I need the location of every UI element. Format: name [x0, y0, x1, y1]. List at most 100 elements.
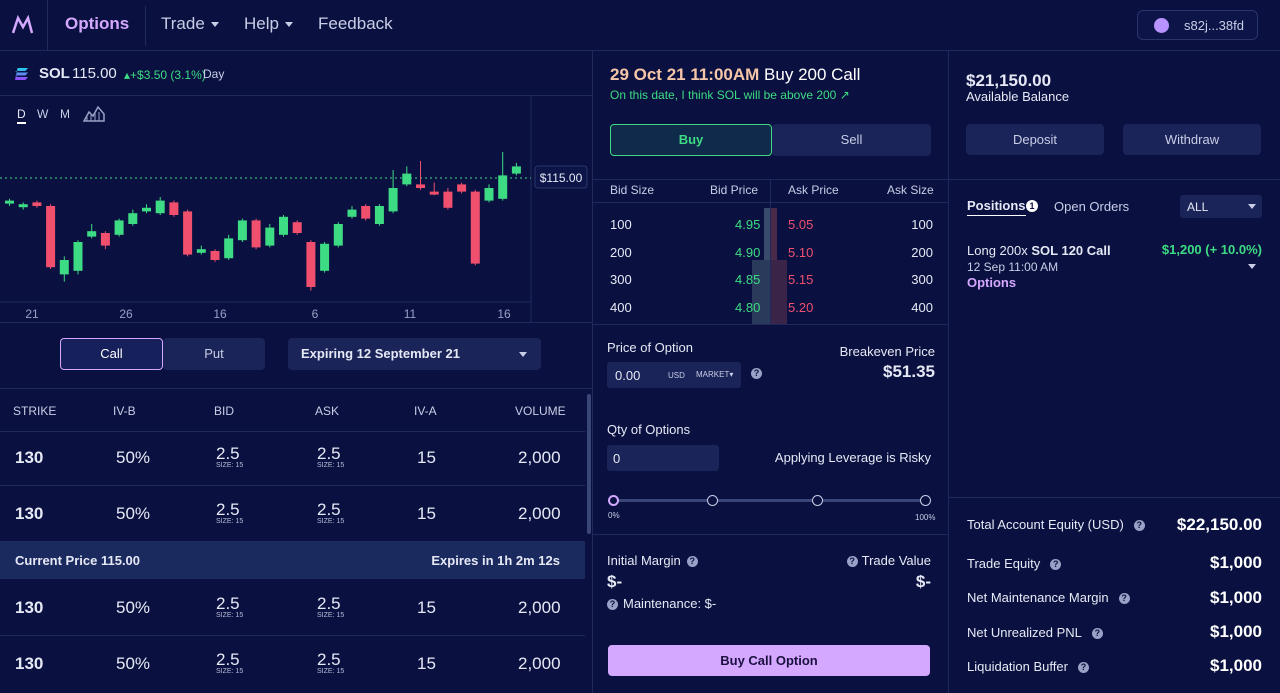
- chevron-down-icon: [1248, 204, 1256, 209]
- book-row[interactable]: 200 4.90 5.10 200: [593, 245, 948, 265]
- candle: [388, 188, 398, 212]
- wallet-button[interactable]: s82j...38fd: [1137, 10, 1258, 40]
- order-type-select[interactable]: MARKET▾: [696, 370, 734, 379]
- ask-cell[interactable]: 2.5 SIZE: 15: [317, 650, 344, 675]
- tab-open-orders[interactable]: Open Orders: [1054, 199, 1130, 214]
- book-bid-price: 4.85: [735, 272, 761, 287]
- candle: [251, 220, 261, 248]
- ask-cell[interactable]: 2.5 SIZE: 15: [317, 500, 344, 525]
- position-item[interactable]: Long 200x SOL 120 Call $1,200 (+ 10.0%) …: [967, 242, 1262, 292]
- qty-input-value: 0: [613, 451, 621, 466]
- net-unrealized-pnl-label: Net Unrealized PNL?: [967, 625, 1103, 640]
- book-bid-price: 4.95: [735, 217, 761, 232]
- help-icon[interactable]: ?: [686, 556, 698, 568]
- position-options-link[interactable]: Options: [967, 275, 1017, 290]
- chevron-down-icon[interactable]: [1248, 264, 1256, 269]
- bid-price: 2.5: [216, 594, 240, 613]
- table-row[interactable]: 130 50% 2.5 SIZE: 15 2.5 SIZE: 15 15 2,000: [0, 486, 585, 540]
- position-date: 12 Sep 11:00 AM: [967, 260, 1059, 274]
- book-bid-size: 400: [610, 300, 632, 315]
- deposit-button[interactable]: Deposit: [966, 124, 1104, 155]
- chart-timeframe-d[interactable]: D: [17, 107, 26, 124]
- net-maintenance-margin-text: Net Maintenance Margin: [967, 590, 1109, 605]
- slider-tick: [707, 495, 718, 506]
- nav-help[interactable]: Help: [244, 14, 293, 34]
- candle: [402, 173, 412, 185]
- col-strike: STRIKE: [13, 404, 57, 418]
- iv-bid: 50%: [116, 504, 151, 523]
- book-row[interactable]: 300 4.85 5.15 300: [593, 272, 948, 292]
- iv-bid: 50%: [116, 598, 151, 617]
- ask-cell[interactable]: 2.5 SIZE: 15: [317, 444, 344, 469]
- candle: [32, 202, 42, 206]
- book-row[interactable]: 400 4.80 5.20 400: [593, 300, 948, 320]
- expiry-select-label: Expiring 12 September 21: [301, 346, 460, 361]
- chart-timeframe-w[interactable]: W: [37, 107, 49, 121]
- ticker-symbol: SOL: [39, 65, 70, 82]
- slider-max-label: 100%: [915, 513, 936, 522]
- candle: [155, 200, 165, 214]
- position-title-main: SOL 120 Call: [1031, 243, 1111, 258]
- sell-toggle[interactable]: Sell: [772, 124, 931, 156]
- book-bid-size: 300: [610, 272, 632, 287]
- bid-cell[interactable]: 2.5 SIZE: 15: [216, 650, 243, 675]
- put-toggle[interactable]: Put: [163, 338, 265, 370]
- bid-cell[interactable]: 2.5 SIZE: 15: [216, 500, 243, 525]
- nav-feedback[interactable]: Feedback: [318, 14, 393, 33]
- candle: [374, 206, 384, 224]
- help-icon[interactable]: ?: [1133, 520, 1145, 532]
- bid-cell[interactable]: 2.5 SIZE: 15: [216, 444, 243, 469]
- net-maintenance-margin-label: Net Maintenance Margin?: [967, 590, 1130, 605]
- slider-handle[interactable]: [608, 495, 619, 506]
- price-chart[interactable]: 21 26 16 6 11 16 $115.00: [0, 96, 592, 322]
- tab-positions[interactable]: Positions: [967, 198, 1026, 216]
- ask-depth-bar: [771, 260, 787, 324]
- chart-timeframe-m[interactable]: M: [60, 107, 70, 121]
- candle: [333, 224, 343, 246]
- chart-type-icon[interactable]: [82, 104, 105, 127]
- candle: [292, 222, 302, 233]
- nav-options[interactable]: Options: [65, 14, 130, 33]
- ticker-change-value: +$3.50 (3.1%): [130, 68, 206, 82]
- table-row[interactable]: 130 50% 2.5 SIZE: 15 2.5 SIZE: 15 15 2,000: [0, 580, 585, 635]
- logo-icon[interactable]: [11, 14, 34, 35]
- help-icon[interactable]: ?: [1077, 662, 1089, 674]
- call-toggle[interactable]: Call: [60, 338, 163, 370]
- bid-cell[interactable]: 2.5 SIZE: 15: [216, 594, 243, 619]
- help-icon[interactable]: ?: [1050, 559, 1062, 571]
- table-row[interactable]: 130 50% 2.5 SIZE: 15 2.5 SIZE: 15 15 2,000: [0, 432, 585, 485]
- price-input[interactable]: 0.00 USD MARKET▾: [607, 362, 741, 388]
- nav-trade[interactable]: Trade: [161, 14, 219, 34]
- sol-icon: [15, 68, 28, 80]
- positions-filter-select[interactable]: ALL: [1180, 195, 1262, 218]
- buy-call-option-button[interactable]: Buy Call Option: [608, 645, 930, 676]
- iv-bid: 50%: [116, 448, 151, 467]
- ticker-period: Day: [203, 67, 225, 81]
- ticker-change: ▴+$3.50 (3.1%): [124, 68, 206, 82]
- wallet-avatar-icon: [1154, 18, 1169, 33]
- qty-input[interactable]: 0: [607, 445, 719, 471]
- withdraw-button[interactable]: Withdraw: [1123, 124, 1261, 155]
- candle: [361, 206, 371, 219]
- table-scrollbar[interactable]: [587, 394, 591, 534]
- initial-margin-value: $-: [607, 572, 623, 591]
- book-bid-size: 200: [610, 245, 632, 260]
- current-price-bar: Current Price 115.00 Expires in 1h 2m 12…: [0, 541, 585, 579]
- candle: [196, 249, 206, 253]
- help-icon[interactable]: ?: [846, 556, 858, 568]
- help-icon[interactable]: ?: [1118, 593, 1130, 605]
- x-tick-label: 11: [404, 307, 417, 321]
- leverage-slider[interactable]: [608, 495, 931, 507]
- tab-positions-label: Positions: [967, 198, 1026, 213]
- book-row[interactable]: 100 4.95 5.05 100: [593, 217, 948, 237]
- book-ask-price: 5.10: [788, 245, 814, 260]
- help-icon[interactable]: ?: [607, 599, 618, 611]
- table-row[interactable]: 130 50% 2.5 SIZE: 15 2.5 SIZE: 15 15 2,000: [0, 636, 585, 693]
- help-icon[interactable]: ?: [1091, 628, 1103, 640]
- buy-toggle[interactable]: Buy: [610, 124, 772, 156]
- volume: 2,000: [518, 598, 561, 617]
- expiry-select[interactable]: Expiring 12 September 21: [288, 338, 541, 370]
- ask-cell[interactable]: 2.5 SIZE: 15: [317, 594, 344, 619]
- help-icon[interactable]: ?: [751, 368, 762, 379]
- price-label: Price of Option: [607, 340, 693, 355]
